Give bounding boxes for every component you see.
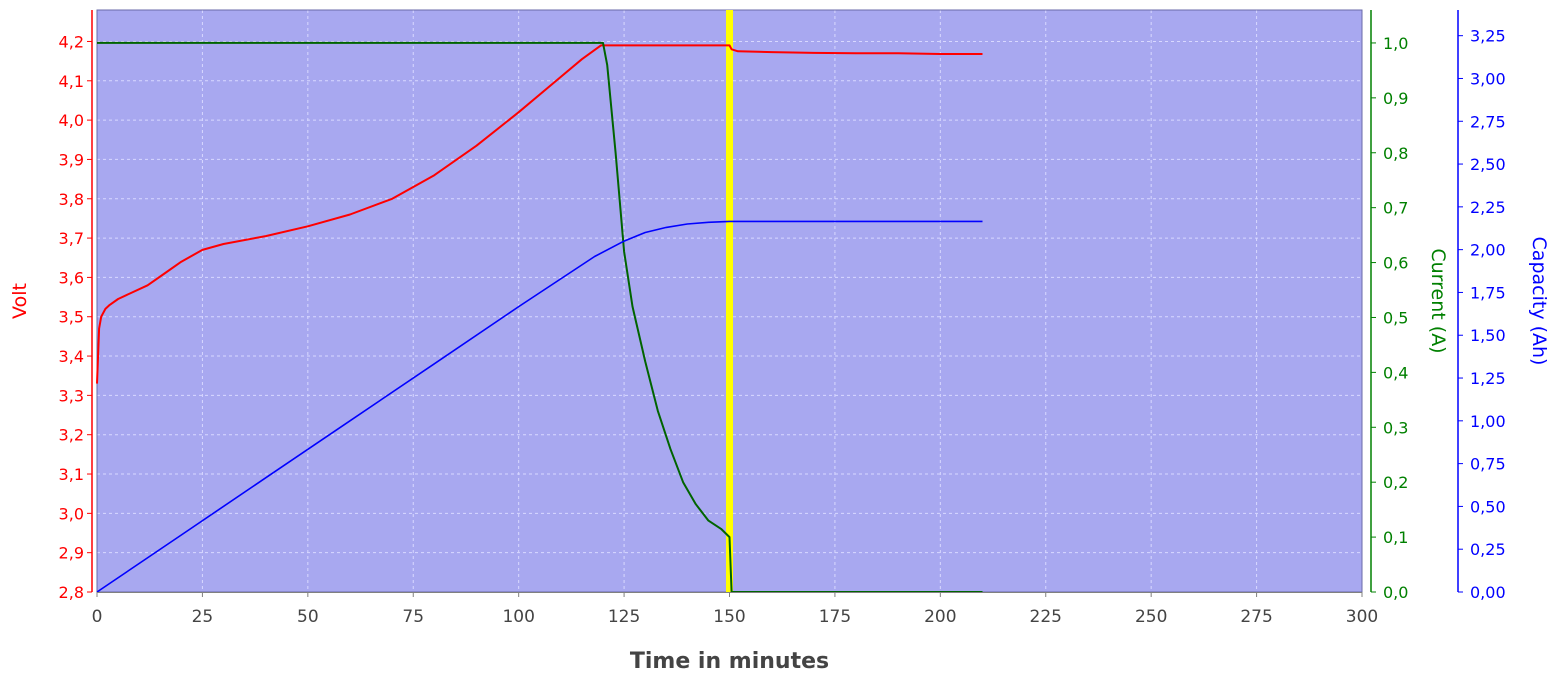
y-tick-label-volt: 3,2 xyxy=(59,426,84,445)
y-tick-label-capacity: 0,00 xyxy=(1470,583,1506,602)
y-tick-label-current: 0,0 xyxy=(1383,583,1408,602)
y-tick-label-volt: 3,4 xyxy=(59,347,84,366)
y-tick-label-current: 0,3 xyxy=(1383,418,1408,437)
y-tick-label-capacity: 2,50 xyxy=(1470,155,1506,174)
y-tick-label-volt: 3,6 xyxy=(59,268,84,287)
x-tick-label: 25 xyxy=(192,607,214,627)
y-tick-label-volt: 4,0 xyxy=(59,111,84,130)
y-tick-label-capacity: 2,75 xyxy=(1470,112,1506,131)
y-tick-label-capacity: 3,25 xyxy=(1470,27,1506,46)
y-tick-label-volt: 3,5 xyxy=(59,308,84,327)
y-tick-label-capacity: 0,25 xyxy=(1470,540,1506,559)
x-axis-title: Time in minutes xyxy=(630,649,829,674)
y-tick-label-current: 0,6 xyxy=(1383,254,1408,273)
y-tick-label-current: 0,7 xyxy=(1383,199,1408,218)
y-tick-label-current: 0,8 xyxy=(1383,144,1408,163)
y-axis-title-capacity: Capacity (Ah) xyxy=(1528,237,1550,366)
y-tick-label-volt: 4,1 xyxy=(59,72,84,91)
y-axis-title-current: Current (A) xyxy=(1427,248,1449,353)
y-tick-label-capacity: 1,25 xyxy=(1470,369,1506,388)
y-tick-label-volt: 3,1 xyxy=(59,465,84,484)
y-tick-label-capacity: 1,00 xyxy=(1470,412,1506,431)
y-tick-label-capacity: 2,00 xyxy=(1470,241,1506,260)
x-tick-label: 100 xyxy=(502,607,534,627)
x-tick-label: 75 xyxy=(402,607,424,627)
y-tick-label-volt: 3,7 xyxy=(59,229,84,248)
y-tick-label-current: 0,1 xyxy=(1383,528,1408,547)
x-tick-label: 175 xyxy=(819,607,851,627)
x-tick-label: 300 xyxy=(1346,607,1378,627)
y-tick-label-capacity: 3,00 xyxy=(1470,69,1506,88)
x-tick-label: 0 xyxy=(92,607,103,627)
x-tick-label: 150 xyxy=(713,607,745,627)
y-tick-label-capacity: 2,25 xyxy=(1470,198,1506,217)
y-tick-label-current: 0,5 xyxy=(1383,308,1408,327)
series-line-capacity xyxy=(96,220,983,593)
y-tick-label-capacity: 1,50 xyxy=(1470,326,1506,345)
y-tick-label-volt: 3,9 xyxy=(59,150,84,169)
y-tick-label-volt: 2,9 xyxy=(59,544,84,563)
marker-line xyxy=(726,10,733,592)
x-tick-label: 50 xyxy=(297,607,319,627)
y-tick-label-current: 1,0 xyxy=(1383,34,1408,53)
y-tick-label-volt: 3,0 xyxy=(59,504,84,523)
y-tick-label-volt: 3,3 xyxy=(59,386,84,405)
y-tick-label-volt: 3,8 xyxy=(59,190,84,209)
y-tick-label-capacity: 0,75 xyxy=(1470,455,1506,474)
x-tick-label: 225 xyxy=(1030,607,1062,627)
x-tick-label: 125 xyxy=(608,607,640,627)
y-tick-label-capacity: 0,50 xyxy=(1470,497,1506,516)
y-tick-label-current: 0,9 xyxy=(1383,89,1408,108)
y-tick-label-volt: 2,8 xyxy=(59,583,84,602)
x-tick-label: 200 xyxy=(924,607,956,627)
y-tick-label-current: 0,4 xyxy=(1383,363,1408,382)
series-line-current xyxy=(97,41,983,593)
x-tick-label: 275 xyxy=(1240,607,1272,627)
y-axis-title-volt: Volt xyxy=(9,283,31,319)
x-tick-label: 250 xyxy=(1135,607,1167,627)
y-tick-label-volt: 4,2 xyxy=(59,32,84,51)
y-tick-label-current: 0,2 xyxy=(1383,473,1408,492)
y-tick-label-capacity: 1,75 xyxy=(1470,283,1506,302)
series-line-volt xyxy=(96,44,983,384)
